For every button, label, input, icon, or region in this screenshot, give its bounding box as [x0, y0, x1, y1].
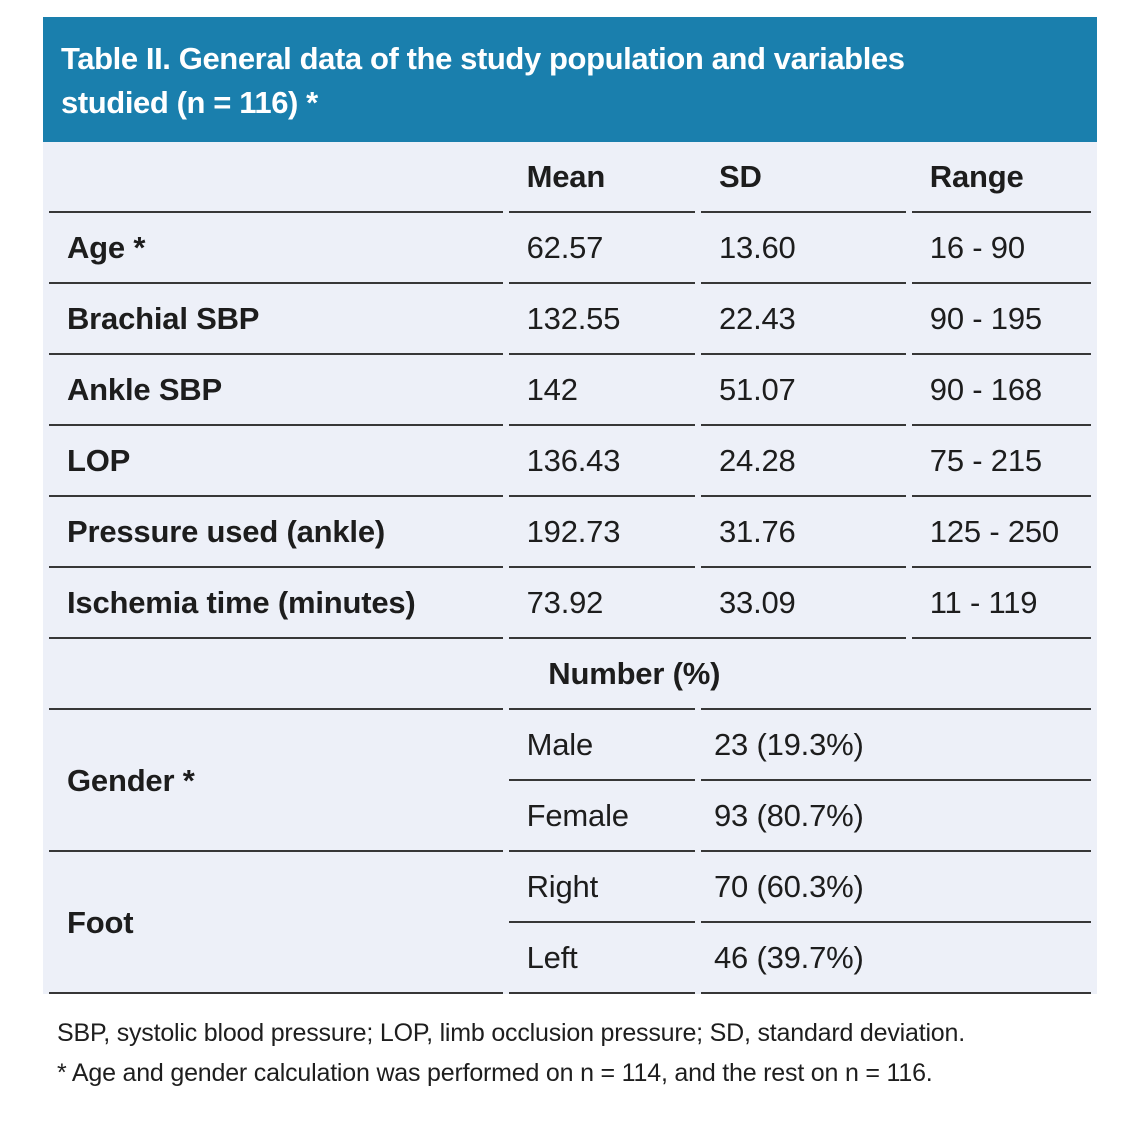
sub-label-left: Left — [508, 921, 695, 994]
number-percent-header: Number (%) — [508, 637, 906, 708]
cell-mean: 73.92 — [508, 566, 695, 637]
table-row-foot-left: Left 46 (39.7%) — [49, 921, 1091, 994]
cell-sd: 13.60 — [700, 211, 906, 282]
cell-range: 90 - 168 — [911, 353, 1091, 424]
cell-mean: 62.57 — [508, 211, 695, 282]
footnote-asterisk: * Age and gender calculation was perform… — [57, 1059, 933, 1087]
empty-cell — [911, 637, 1091, 708]
cell-sd: 51.07 — [700, 353, 906, 424]
number-percent-header-row: Number (%) — [49, 637, 1091, 708]
col-header-mean: Mean — [526, 159, 606, 194]
cell-female-count: 93 (80.7%) — [700, 779, 1091, 850]
cell-sd: 31.76 — [700, 495, 906, 566]
cell-mean: 136.43 — [508, 424, 695, 495]
row-label: Ankle SBP — [49, 353, 503, 424]
corner-cell — [49, 142, 503, 211]
table-row-foot-right: Foot Right 70 (60.3%) — [49, 850, 1091, 994]
cell-mean: 192.73 — [508, 495, 695, 566]
table-row-gender-female: Female 93 (80.7%) — [49, 779, 1091, 850]
row-label: Pressure used (ankle) — [49, 495, 503, 566]
cell-range: 11 - 119 — [911, 566, 1091, 637]
empty-cell — [49, 637, 503, 708]
cell-mean: 132.55 — [508, 282, 695, 353]
cell-range: 16 - 90 — [911, 211, 1091, 282]
row-label: Ischemia time (minutes) — [49, 566, 503, 637]
col-header-sd: SD — [718, 159, 762, 194]
sub-label-female: Female — [508, 779, 695, 850]
row-label: LOP — [49, 424, 503, 495]
sub-label-right: Right — [508, 850, 695, 921]
footnotes: SBP, systolic blood pressure; LOP, limb … — [43, 1013, 1097, 1093]
table-row-brachial-sbp: Brachial SBP 132.55 22.43 90 - 195 — [49, 282, 1091, 353]
table-row-pressure-used: Pressure used (ankle) 192.73 31.76 125 -… — [49, 495, 1091, 566]
cell-mean: 142 — [508, 353, 695, 424]
cell-sd: 33.09 — [700, 566, 906, 637]
row-label: Age * — [49, 211, 503, 282]
cell-male-count: 23 (19.3%) — [700, 708, 1091, 779]
table-title-line2: studied (n = 116) * — [61, 85, 318, 120]
group-label-foot: Foot — [49, 850, 503, 994]
table-row-gender-male: Gender * Male 23 (19.3%) — [49, 708, 1091, 796]
table-row-ankle-sbp: Ankle SBP 142 51.07 90 - 168 — [49, 353, 1091, 424]
table-card: Table II. General data of the study popu… — [43, 17, 1097, 1093]
study-population-table: Mean SD Range Age * 62.57 13.60 16 - 90 … — [43, 142, 1097, 994]
footnote-abbreviations: SBP, systolic blood pressure; LOP, limb … — [57, 1019, 965, 1047]
table-title: Table II. General data of the study popu… — [43, 17, 1097, 142]
cell-range: 125 - 250 — [911, 495, 1091, 566]
table-row-ischemia-time: Ischemia time (minutes) 73.92 33.09 11 -… — [49, 566, 1091, 637]
row-label: Brachial SBP — [49, 282, 503, 353]
sub-label-male: Male — [508, 708, 695, 779]
col-header-range: Range — [929, 159, 1024, 194]
column-header-row: Mean SD Range — [49, 142, 1091, 211]
cell-sd: 24.28 — [700, 424, 906, 495]
table-row-age: Age * 62.57 13.60 16 - 90 — [49, 211, 1091, 282]
group-label-gender: Gender * — [49, 708, 503, 850]
cell-right-count: 70 (60.3%) — [700, 850, 1091, 921]
table-row-lop: LOP 136.43 24.28 75 - 215 — [49, 424, 1091, 495]
cell-left-count: 46 (39.7%) — [700, 921, 1091, 994]
cell-range: 90 - 195 — [911, 282, 1091, 353]
cell-range: 75 - 215 — [911, 424, 1091, 495]
table-title-line1: Table II. General data of the study popu… — [61, 41, 905, 76]
cell-sd: 22.43 — [700, 282, 906, 353]
